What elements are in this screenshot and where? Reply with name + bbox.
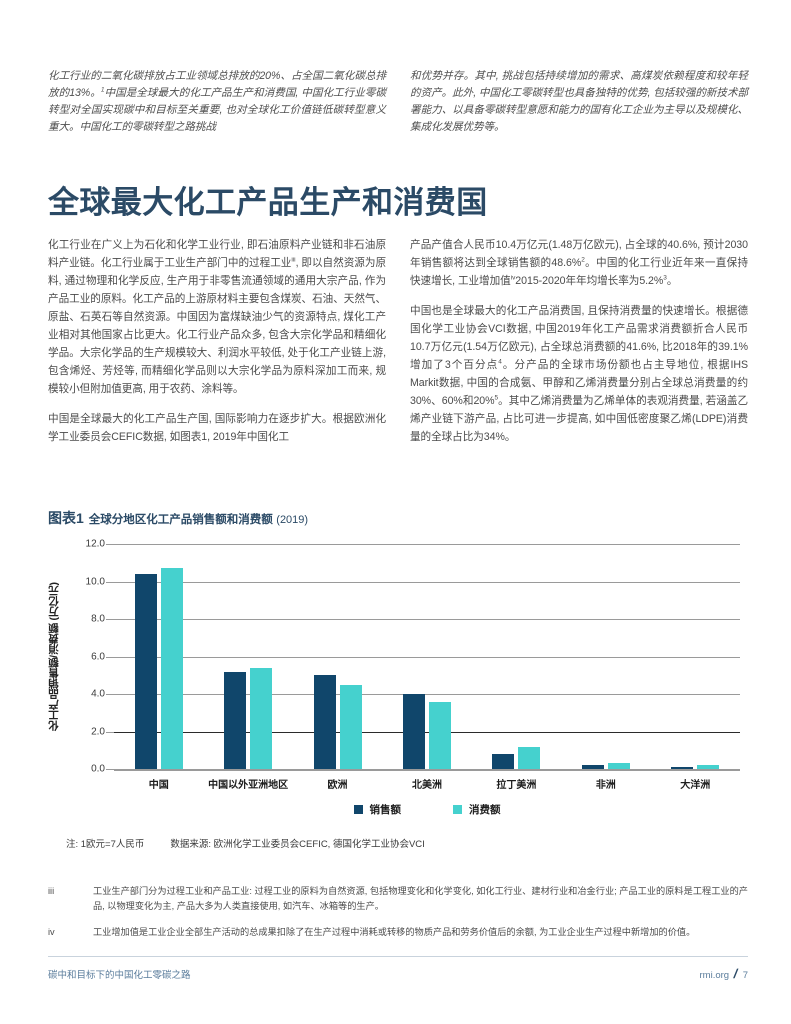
gridline	[114, 619, 740, 620]
chart-canvas: 化工产品销售额/消费额 (万亿元) 0.0 2.0 4.0 6.0 8.0 10.0 12.…	[48, 539, 748, 850]
footnote-marker: iii	[48, 886, 55, 896]
legend-item: 销售额	[353, 802, 402, 817]
y-axis-tick-mark	[106, 694, 114, 695]
bar	[607, 763, 630, 769]
bar	[518, 746, 541, 769]
intro-column-right: 和优势并存。其中, 挑战包括持续增加的需求、高煤炭依赖程度和较年轻的资产。此外,…	[410, 70, 748, 134]
footnote: iii 工业生产部门分为过程工业和产品工业: 过程工业的原料为自然资源, 包括物理…	[48, 884, 748, 914]
page-number: 7	[742, 970, 748, 981]
intro-column-left: 化工行业的二氧化碳排放占工业领域总排放的20%、占全国二氧化碳总排放的13%。1…	[48, 70, 386, 134]
bar	[697, 765, 720, 769]
y-axis-tick-mark	[106, 619, 114, 620]
intro-block: 化工行业的二氧化碳排放占工业领域总排放的20%、占全国二氧化碳总排放的13%。1…	[48, 68, 748, 137]
footnote: iv 工业增加值是工业企业全部生产活动的总成果扣除了在生产过程中消耗或转移的物质产…	[48, 925, 748, 940]
bar	[581, 765, 604, 769]
bar-group	[203, 544, 292, 769]
x-axis-label: 北美洲	[411, 780, 442, 791]
bar-group	[293, 544, 382, 769]
footer-document-title: 碳中和目标下的中国化工零碳之路	[48, 970, 191, 981]
bar	[402, 694, 425, 769]
x-axis-label: 拉丁美洲	[496, 780, 537, 791]
bar	[160, 568, 183, 769]
legend-label: 消费额	[469, 804, 501, 816]
y-axis-title: 化工产品销售额/消费额 (万亿元)	[47, 581, 60, 732]
slash-icon: /	[732, 966, 740, 981]
bar-group	[114, 544, 203, 769]
y-axis-tick-label: 4.0	[91, 688, 105, 700]
y-axis-tick-label: 8.0	[91, 613, 105, 625]
footnote-text: 工业增加值是工业企业全部生产活动的总成果扣除了在生产过程中消耗或转移的物质产品和…	[93, 926, 696, 937]
chart-plot-area: 0.0 2.0 4.0 6.0 8.0 10.0 12.0	[86, 539, 740, 775]
x-axis-label: 中国以外亚洲地区	[208, 780, 289, 791]
figure-caption: 图表1 全球分地区化工产品销售额和消费额 (2019)	[48, 508, 748, 528]
y-axis-tick-mark	[106, 581, 114, 583]
figure-1: 图表1 全球分地区化工产品销售额和消费额 (2019) 化工产品销售额/消费额 (…	[48, 508, 748, 850]
gridline	[114, 656, 740, 658]
chart-note-text: 注: 1欧元=7人民币	[66, 839, 145, 850]
body-paragraph: 化工行业在广义上为石化和化学工业行业, 即石油原料产业链和非石油原料产业链。化工…	[48, 239, 386, 395]
chart-footnote: 注: 1欧元=7人民币 数据来源: 欧洲化学工业委员会CEFIC, 德国化学工业…	[66, 836, 425, 850]
y-axis-tick-mark	[106, 544, 114, 545]
body-column-left: 化工行业在广义上为石化和化学工业行业, 即石油原料产业链和非石油原料产业链。化工…	[48, 236, 386, 446]
bar	[224, 671, 247, 769]
figure-caption-text: 全球分地区化工产品销售额和消费额	[88, 514, 273, 526]
page-footer: 碳中和目标下的中国化工零碳之路 rmi.org / 7	[48, 966, 748, 981]
x-axis-labels: 中国 中国以外亚洲地区 欧洲 北美洲 拉丁美洲 非洲 大洋洲	[114, 776, 740, 791]
y-axis-tick-label: 0.0	[91, 763, 105, 775]
footnote-marker: iv	[48, 926, 55, 937]
y-axis-tick-label: 12.0	[85, 538, 105, 550]
bar	[671, 767, 694, 769]
y-axis-tick-mark	[106, 656, 114, 658]
footer-site: rmi.org	[699, 970, 730, 981]
bar-group	[561, 544, 650, 769]
x-axis-label: 大洋洲	[680, 780, 711, 791]
page-title: 全球最大化工产品生产和消费国	[48, 185, 488, 220]
x-axis-label: 中国	[148, 780, 169, 791]
y-axis-tick-mark	[106, 769, 114, 770]
gridline	[114, 544, 740, 545]
gridline	[114, 769, 740, 771]
bar	[250, 667, 273, 769]
bar-groups	[114, 544, 740, 769]
figure-number: 图表1	[48, 510, 84, 526]
bar	[428, 701, 451, 769]
chart-source-text: 数据来源: 欧洲化学工业委员会CEFIC, 德国化学工业协会VCI	[170, 839, 425, 850]
body-paragraph: 中国也是全球最大的化工产品消费国, 且保持消费量的快速增长。根据德国化学工业协会…	[410, 305, 759, 443]
footer-branding: rmi.org / 7	[700, 966, 748, 981]
chart-legend: 销售额 消费额	[114, 802, 740, 817]
y-axis-tick-label: 10.0	[85, 576, 105, 587]
body-paragraph: 产品产值合人民币10.4万亿元(1.48万亿欧元), 占全球的40.6%, 预计…	[410, 239, 749, 287]
bar	[134, 574, 157, 769]
y-axis-tick-mark	[106, 731, 114, 733]
legend-item: 消费额	[453, 802, 501, 817]
bar-group	[382, 544, 471, 769]
bar-group	[472, 544, 561, 769]
legend-swatch	[353, 805, 363, 814]
y-axis-tick-label: 2.0	[91, 726, 105, 737]
legend-label: 销售额	[369, 804, 402, 816]
footer-divider	[48, 956, 748, 957]
x-axis-label: 欧洲	[327, 780, 348, 791]
body-column-right: 产品产值合人民币10.4万亿元(1.48万亿欧元), 占全球的40.6%, 预计…	[410, 236, 759, 446]
gridline	[114, 694, 740, 695]
y-axis-tick-label: 6.0	[91, 651, 105, 662]
gridline	[114, 581, 740, 583]
bar	[492, 754, 515, 769]
footnotes-section: iii 工业生产部门分为过程工业和产品工业: 过程工业的原料为自然资源, 包括物理…	[48, 884, 748, 951]
body-paragraph: 中国是全球最大的化工产品生产国, 国际影响力在逐步扩大。根据欧洲化学工业委员会C…	[48, 413, 386, 443]
x-axis-label: 非洲	[595, 780, 616, 791]
bar	[339, 684, 362, 769]
bar-group	[651, 544, 740, 769]
gridline	[114, 731, 740, 733]
bar	[313, 675, 336, 769]
legend-swatch	[453, 805, 462, 814]
figure-caption-year: (2019)	[276, 514, 309, 526]
footnote-text: 工业生产部门分为过程工业和产品工业: 过程工业的原料为自然资源, 包括物理变化和…	[93, 886, 748, 911]
body-columns: 化工行业在广义上为石化和化学工业行业, 即石油原料产业链和非石油原料产业链。化工…	[48, 236, 759, 446]
